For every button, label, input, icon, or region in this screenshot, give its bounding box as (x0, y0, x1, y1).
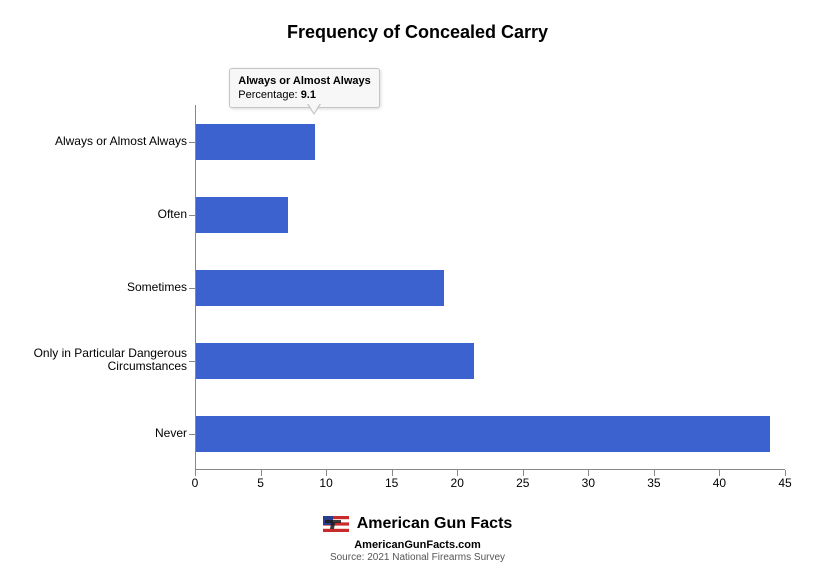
x-tick-label: 30 (582, 476, 595, 490)
y-tick (189, 142, 195, 143)
gun-flag-icon (323, 516, 349, 532)
bar[interactable] (196, 124, 315, 160)
footer: American Gun Facts AmericanGunFacts.com … (0, 515, 835, 563)
x-axis-line (195, 469, 785, 470)
x-tick-label: 5 (257, 476, 264, 490)
chart-container: Frequency of Concealed Carry Always or A… (0, 0, 835, 577)
y-axis-label: Often (7, 208, 187, 222)
tooltip-value: 9.1 (301, 89, 316, 101)
brand-line: American Gun Facts (323, 515, 513, 533)
y-tick (189, 434, 195, 435)
tooltip-tail (308, 103, 320, 113)
x-tick-label: 45 (778, 476, 791, 490)
x-tick-label: 15 (385, 476, 398, 490)
y-axis-label: Never (7, 427, 187, 441)
y-tick (189, 361, 195, 362)
brand-name: American Gun Facts (357, 515, 513, 533)
y-axis-label: Always or Almost Always (7, 135, 187, 149)
y-tick (189, 288, 195, 289)
x-tick-label: 10 (319, 476, 332, 490)
y-axis-label: Only in Particular Dangerous Circumstanc… (7, 347, 187, 375)
tooltip: Always or Almost Always Percentage: 9.1 (229, 68, 379, 108)
plot-area (195, 105, 785, 470)
bar[interactable] (196, 416, 770, 452)
chart-title: Frequency of Concealed Carry (0, 0, 835, 51)
x-tick-label: 20 (451, 476, 464, 490)
bar[interactable] (196, 197, 288, 233)
bar[interactable] (196, 270, 444, 306)
tooltip-row: Percentage: 9.1 (238, 89, 370, 101)
y-tick (189, 215, 195, 216)
y-axis-label: Sometimes (7, 281, 187, 295)
x-tick-label: 25 (516, 476, 529, 490)
x-tick-label: 35 (647, 476, 660, 490)
brand-url: AmericanGunFacts.com (0, 539, 835, 551)
tooltip-category: Always or Almost Always (238, 75, 370, 87)
x-tick-label: 40 (713, 476, 726, 490)
brand-source: Source: 2021 National Firearms Survey (0, 552, 835, 563)
x-tick-label: 0 (192, 476, 199, 490)
tooltip-metric-label: Percentage: (238, 89, 297, 101)
bar[interactable] (196, 343, 474, 379)
